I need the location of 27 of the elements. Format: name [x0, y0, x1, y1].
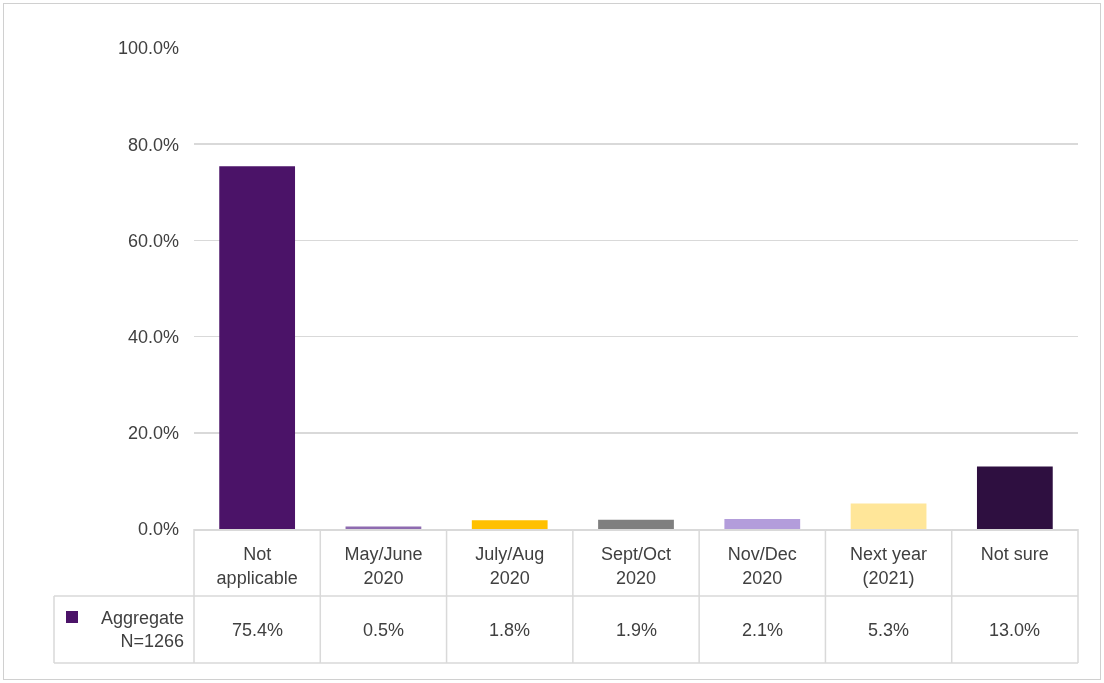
x-tick-label: July/Aug 2020	[475, 544, 545, 588]
y-tick-label: 80.0%	[127, 134, 179, 155]
legend-label: Aggregate N=1266	[101, 608, 185, 652]
data-label: 0.5%	[363, 620, 405, 640]
bar	[598, 519, 674, 529]
x-tick-label: Nov/Dec 2020	[727, 544, 797, 588]
data-label: 1.9%	[616, 620, 658, 640]
bar	[850, 503, 927, 529]
bar	[724, 518, 801, 529]
x-tick-label: May/June 2020	[344, 544, 423, 588]
bar	[219, 166, 296, 529]
x-tick-label: Not sure	[980, 544, 1049, 565]
data-label: 75.4%	[232, 620, 284, 640]
x-tick-label: Next year (2021)	[850, 544, 928, 588]
y-tick-label: 0.0%	[137, 519, 179, 540]
y-tick-label: 20.0%	[127, 423, 179, 444]
bar	[471, 520, 548, 529]
x-tick-label: Sept/Oct 2020	[600, 544, 672, 588]
data-label: 13.0%	[989, 620, 1041, 640]
x-tick-label: Not applicable	[216, 544, 298, 588]
y-tick-label: 40.0%	[127, 326, 179, 347]
bar	[976, 466, 1053, 529]
data-label: 5.3%	[868, 620, 910, 640]
y-tick-label: 100.0%	[117, 38, 179, 59]
y-tick-label: 60.0%	[127, 230, 179, 251]
data-label: 1.8%	[489, 620, 531, 640]
data-label: 2.1%	[742, 620, 784, 640]
